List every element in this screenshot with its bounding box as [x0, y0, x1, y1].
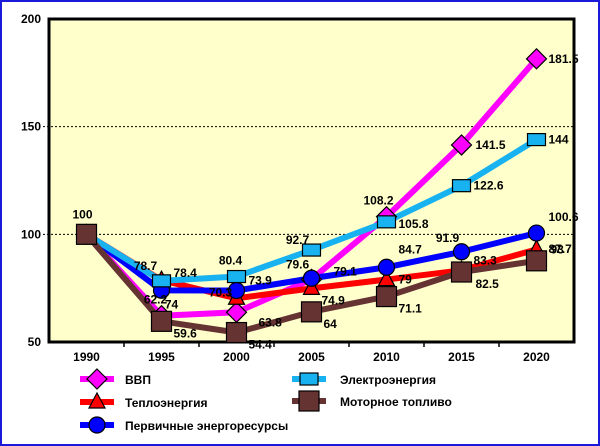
data-label: 79.6	[286, 257, 310, 271]
y-tick-label: 200	[21, 12, 41, 26]
data-labels: 62.2 63.8 79.1 108.2 141.5 181.5 78.7 70.3 74.9 7…	[72, 52, 578, 352]
legend-label: Теплоэнергия	[125, 396, 208, 410]
data-point-marker	[452, 243, 471, 261]
data-point-marker	[150, 310, 173, 332]
legend-item: Электроэнергия	[292, 372, 436, 387]
data-point-marker	[377, 269, 396, 287]
legend-marker	[88, 416, 106, 434]
data-label: 100	[72, 207, 92, 221]
data-point-marker	[450, 134, 473, 156]
legend-label: ВВП	[125, 373, 151, 387]
data-label: 59.6	[174, 326, 198, 340]
data-label: 74	[165, 297, 179, 311]
legend-item: Моторное топливо	[292, 390, 452, 412]
data-point-marker	[376, 215, 397, 229]
legend-label: Электроэнергия	[340, 373, 436, 387]
gridlines	[43, 126, 574, 235]
series-markers	[75, 47, 548, 344]
x-tick-label: 2000	[223, 350, 250, 364]
data-point-marker	[226, 269, 247, 284]
data-label: 122.6	[474, 179, 504, 193]
data-label: 78.4	[174, 266, 198, 280]
x-tick-label: 2005	[298, 350, 325, 364]
data-label: 83.3	[474, 253, 498, 267]
data-label: 93	[551, 242, 565, 256]
data-label: 70.3	[209, 285, 233, 299]
legend-label: Первичные энергоресурсы	[125, 419, 288, 433]
y-tick-label: 100	[21, 227, 41, 241]
data-label: 181.5	[549, 52, 579, 66]
data-point-marker	[300, 301, 323, 323]
data-label: 71.1	[399, 302, 423, 316]
data-point-marker	[301, 243, 322, 257]
data-point-marker	[225, 321, 248, 344]
y-tick-label: 150	[21, 120, 41, 134]
data-label: 91.9	[436, 231, 460, 245]
data-label: 78.7	[134, 259, 158, 273]
data-label: 64	[324, 317, 338, 331]
legend-marker	[298, 390, 320, 412]
data-label: 84.7	[399, 242, 423, 256]
data-label: 92.7	[286, 233, 310, 247]
x-tick-label: 1995	[148, 350, 175, 364]
data-point-marker	[526, 132, 547, 147]
data-label: 74.9	[322, 293, 346, 307]
data-label: 144	[549, 133, 569, 147]
data-point-marker	[151, 274, 172, 288]
legend-marker	[88, 391, 106, 409]
data-label: 54.4	[249, 338, 273, 352]
data-point-marker	[450, 261, 473, 283]
data-label: 141.5	[476, 138, 506, 152]
x-tick-label: 2015	[448, 350, 475, 364]
legend-label: Моторное топливо	[340, 395, 452, 409]
data-point-marker	[525, 250, 548, 272]
data-label: 87.7	[549, 242, 573, 256]
data-point-marker	[451, 179, 472, 193]
data-point-marker	[377, 258, 396, 276]
data-point-marker	[527, 224, 546, 242]
data-label: 105.8	[399, 217, 429, 231]
data-label: 80.4	[219, 254, 243, 268]
legend-item: ВВП	[80, 368, 151, 390]
data-point-marker	[375, 285, 398, 308]
x-tick-label: 1990	[73, 350, 100, 364]
data-label: 108.2	[363, 194, 393, 208]
data-label: 79.1	[334, 264, 358, 278]
data-point-marker	[75, 223, 98, 245]
legend-item: Теплоэнергия	[80, 391, 208, 410]
data-label: 79	[399, 273, 413, 287]
data-point-marker	[302, 278, 321, 295]
y-tick-label: 50	[28, 335, 42, 349]
x-axis: 1990 1995 2000 2005 2010 2015 2020	[73, 342, 550, 364]
data-label: 63.8	[259, 315, 283, 329]
legend: ВВП Теплоэнергия Первичные энергоресурсы Эл…	[80, 368, 452, 434]
data-label: 73.9	[249, 274, 273, 288]
data-point-marker	[302, 269, 321, 287]
y-axis: 50 100 150 200	[21, 12, 41, 349]
legend-item: Первичные энергоресурсы	[80, 416, 288, 434]
data-label: 100.6	[549, 210, 579, 224]
x-tick-label: 2010	[373, 350, 400, 364]
legend-marker	[299, 372, 319, 386]
data-label: 62.2	[144, 293, 168, 307]
x-tick-label: 2020	[523, 350, 550, 364]
legend-marker	[86, 368, 108, 390]
data-label: 82.5	[476, 277, 500, 291]
data-point-marker	[525, 47, 548, 70]
